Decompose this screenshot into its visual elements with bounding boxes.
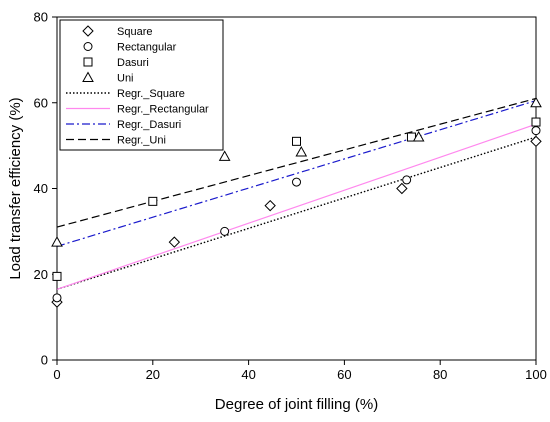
legend-label-regr-uni: Regr._Uni <box>117 135 166 147</box>
y-tick-label: 20 <box>34 267 48 282</box>
legend-label-rectangular: Rectangular <box>117 42 177 54</box>
data-point-uni <box>218 150 231 161</box>
legend-swatch-dasuri <box>83 57 93 67</box>
data-point-rectangular <box>292 177 301 187</box>
y-axis-title: Load transfer efficiency (%) <box>7 97 24 279</box>
data-point-square <box>530 135 542 148</box>
legend-label-dasuri: Dasuri <box>117 57 149 69</box>
x-tick-label: 0 <box>53 367 60 382</box>
y-tick-label: 80 <box>34 10 48 25</box>
data-point-square <box>168 236 181 248</box>
legend-label-regr-square: Regr._Square <box>117 88 185 100</box>
legend-label-uni: Uni <box>117 73 134 85</box>
data-point-square <box>264 199 276 212</box>
x-axis-title: Degree of joint filling (%) <box>215 396 378 413</box>
data-point-square <box>396 182 408 195</box>
regression-line-regr-uni <box>56 97 537 228</box>
legend-label-regr-rectangular: Regr._Rectangular <box>117 104 209 116</box>
y-tick-label: 0 <box>41 353 48 368</box>
data-point-uni <box>412 131 425 142</box>
data-point-dasuri <box>531 117 541 127</box>
regression-line-regr-rectangular <box>56 123 537 290</box>
y-tick-label: 60 <box>34 95 48 110</box>
x-tick-label: 80 <box>433 367 447 382</box>
x-tick-label: 100 <box>525 367 547 382</box>
axes: 0 20 40 60 80 100 0 20 40 60 80 <box>34 10 547 383</box>
x-tick-label: 60 <box>337 367 351 382</box>
data-markers <box>51 96 542 308</box>
regression-line-regr-dasuri <box>56 100 537 247</box>
x-tick-label: 20 <box>146 367 160 382</box>
regression-line-regr-square <box>56 136 537 290</box>
y-tick-label: 40 <box>34 181 48 196</box>
legend-swatch-square <box>82 25 94 37</box>
legend-box <box>59 19 224 151</box>
data-point-rectangular <box>220 226 230 236</box>
data-point-rectangular <box>52 293 62 303</box>
legend-swatch-rectangular <box>83 42 93 51</box>
data-point-dasuri <box>292 136 301 146</box>
legend-label-square: Square <box>117 26 152 38</box>
data-point-rectangular <box>531 126 541 136</box>
data-point-uni <box>51 236 63 247</box>
legend: Square Rectangular Dasuri Uni Regr._Square Re… <box>59 19 224 151</box>
data-point-rectangular <box>402 175 412 185</box>
data-point-dasuri <box>52 271 62 281</box>
data-point-uni <box>295 146 308 157</box>
legend-swatch-uni <box>82 71 94 82</box>
legend-label-regr-dasuri: Regr._Dasuri <box>117 119 181 131</box>
x-tick-label: 40 <box>241 367 255 382</box>
regression-lines <box>56 97 537 290</box>
data-point-dasuri <box>148 196 158 206</box>
data-point-uni <box>530 96 542 108</box>
